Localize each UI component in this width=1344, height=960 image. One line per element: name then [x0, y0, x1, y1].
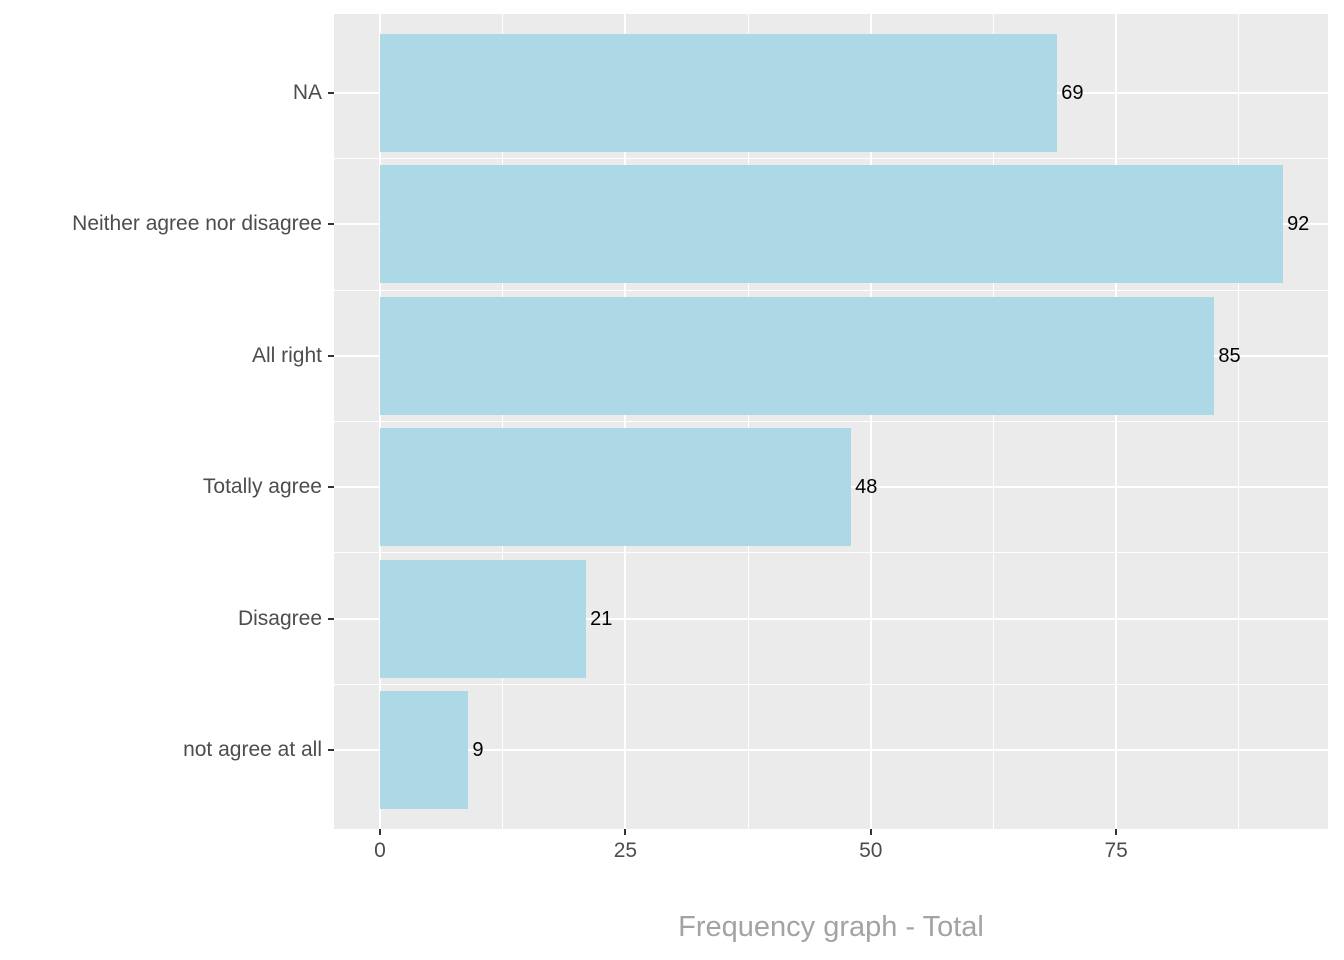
bar-totally-agree — [380, 428, 852, 547]
x-axis-tick — [869, 829, 872, 835]
x-axis-label: 0 — [374, 839, 386, 862]
chart-title: Frequency graph - Total — [678, 911, 984, 943]
minor-gridline-horizontal — [334, 158, 1328, 160]
x-axis-tick — [624, 829, 627, 835]
y-axis-tick — [328, 617, 334, 620]
minor-gridline-horizontal — [334, 289, 1328, 291]
bar-not-agree-at-all — [380, 691, 469, 809]
major-gridline-horizontal — [334, 749, 1328, 751]
major-gridline-vertical — [1115, 14, 1118, 829]
major-gridline-vertical — [869, 14, 872, 829]
bar-value-label: 9 — [472, 739, 484, 761]
bar-value-label: 21 — [590, 607, 613, 630]
major-gridline-vertical — [624, 14, 627, 829]
major-gridline-vertical — [379, 14, 381, 829]
y-axis-label: NA — [292, 81, 322, 104]
bar-disagree — [380, 559, 587, 678]
minor-gridline-horizontal — [334, 421, 1328, 422]
x-axis-tick — [379, 829, 381, 835]
bar-value-label: 92 — [1287, 213, 1310, 236]
y-axis-label: All right — [251, 343, 322, 367]
bar-value-label: 69 — [1061, 82, 1084, 104]
minor-gridline-horizontal — [334, 683, 1328, 685]
bar-value-label: 85 — [1218, 344, 1241, 367]
bar-value-label: 48 — [855, 476, 878, 499]
minor-gridline-horizontal — [334, 552, 1328, 554]
y-axis-label: Neither agree nor disagree — [72, 212, 322, 236]
bar-neither-agree-nor-disagree — [380, 165, 1284, 284]
y-axis-label: not agree at all — [183, 738, 322, 761]
x-axis-label: 50 — [859, 839, 883, 862]
x-axis-label: 25 — [613, 839, 638, 862]
x-axis-tick — [1115, 829, 1118, 835]
y-axis-tick — [328, 223, 334, 226]
x-axis-label: 75 — [1104, 839, 1128, 862]
y-axis-label: Disagree — [237, 606, 322, 630]
bar-na — [380, 34, 1058, 152]
y-axis-tick — [328, 486, 334, 489]
y-axis-tick — [328, 749, 334, 751]
y-axis-tick — [328, 92, 334, 94]
y-axis-tick — [328, 354, 334, 357]
bar-all-right — [380, 296, 1215, 415]
major-gridline-horizontal — [334, 617, 1328, 620]
y-axis-label: Totally agree — [202, 475, 322, 499]
